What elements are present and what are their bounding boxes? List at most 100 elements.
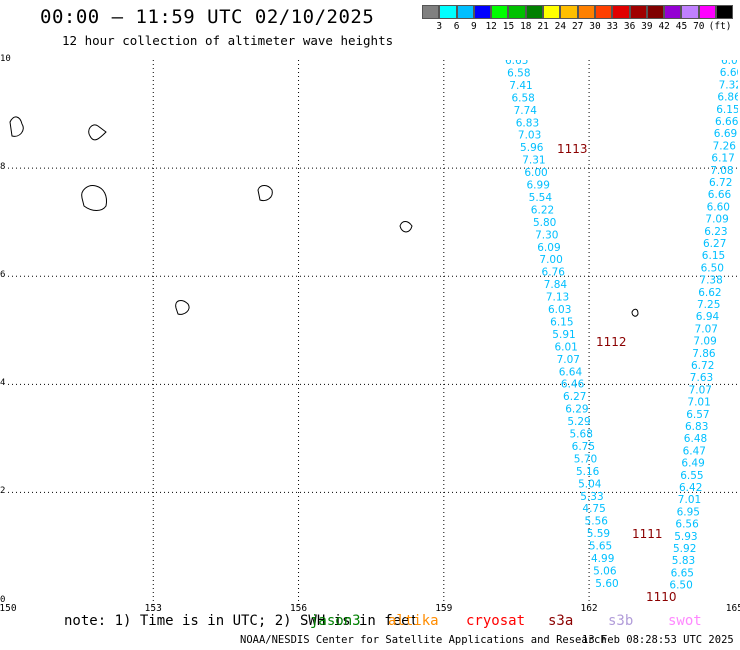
color-swatch bbox=[716, 5, 734, 19]
wave-height-value: 6.65 bbox=[505, 60, 528, 67]
x-axis-tick-label: 162 bbox=[580, 603, 598, 614]
color-scale-label: 24 bbox=[554, 21, 567, 32]
wave-height-value: 6.83 bbox=[516, 117, 539, 129]
y-axis-tick-label: 10 bbox=[0, 54, 11, 64]
wave-height-value: 7.01 bbox=[687, 397, 710, 409]
wave-height-value: 6.29 bbox=[565, 404, 588, 416]
color-swatch bbox=[681, 5, 699, 19]
wave-height-value: 7.84 bbox=[544, 279, 568, 291]
wave-height-value: 7.13 bbox=[546, 292, 569, 304]
wave-height-value: 7.86 bbox=[692, 348, 716, 360]
wave-height-value: 6.50 bbox=[669, 580, 692, 592]
track-ids: 1113 1112 1111 1110 bbox=[557, 142, 677, 604]
color-scale-label: 9 bbox=[471, 21, 477, 32]
satellite-legend-swot: swot bbox=[668, 613, 702, 629]
x-axis-tick-label: 159 bbox=[435, 603, 453, 614]
island-outlines bbox=[9, 116, 639, 317]
wave-height-value: 5.29 bbox=[567, 416, 590, 428]
wave-height-value: 6.57 bbox=[686, 409, 709, 421]
wave-height-value: 7.41 bbox=[509, 80, 532, 92]
wave-height-value: 6.17 bbox=[711, 153, 734, 165]
color-scale-unit: (ft) bbox=[708, 21, 732, 32]
y-axis-tick-label: 8 bbox=[0, 162, 6, 173]
wave-height-value: 6.22 bbox=[531, 204, 554, 216]
wave-height-value: 6.09 bbox=[537, 242, 560, 254]
wave-height-value: 6.60 bbox=[707, 201, 730, 213]
x-axis-tick-label: 150 bbox=[0, 603, 17, 614]
color-scale-label: 12 bbox=[485, 21, 497, 32]
wave-height-value: 5.92 bbox=[673, 543, 696, 555]
wave-height-value: 6.83 bbox=[685, 421, 708, 433]
color-scale-label: 6 bbox=[453, 21, 460, 32]
color-scale-swatches bbox=[422, 5, 734, 19]
wave-height-value: 6.62 bbox=[698, 287, 721, 299]
wave-height-value: 4.99 bbox=[591, 553, 614, 565]
color-swatch bbox=[491, 5, 509, 19]
island-outline bbox=[257, 185, 273, 201]
wave-height-value: 5.33 bbox=[580, 491, 603, 503]
wave-height-value: 5.91 bbox=[552, 329, 575, 341]
island-outline bbox=[88, 124, 107, 141]
color-swatch bbox=[508, 5, 526, 19]
track-id-label: 1113 bbox=[557, 142, 588, 156]
wave-height-value: 6.76 bbox=[542, 267, 566, 279]
color-swatch bbox=[577, 5, 595, 19]
wave-height-value: 7.32 bbox=[719, 79, 738, 91]
color-scale-label: 33 bbox=[606, 21, 619, 32]
wave-height-value: 5.59 bbox=[587, 528, 610, 540]
wave-height-value: 6.75 bbox=[572, 441, 595, 453]
wave-height-value: 7.74 bbox=[514, 105, 538, 117]
grid-lines bbox=[8, 60, 738, 606]
wave-height-value: 7.25 bbox=[697, 299, 720, 311]
color-swatch bbox=[543, 5, 561, 19]
generated-timestamp: 13 Feb 08:28:53 UTC 2025 bbox=[582, 634, 734, 646]
wave-height-value: 6.27 bbox=[703, 238, 726, 250]
map-subtitle: 12 hour collection of altimeter wave hei… bbox=[62, 33, 394, 48]
color-swatch bbox=[422, 5, 440, 19]
color-scale-label: 21 bbox=[537, 21, 549, 32]
island-outline bbox=[631, 308, 639, 317]
wave-height-value: 7.09 bbox=[705, 214, 728, 226]
wave-height-value: 6.72 bbox=[709, 177, 732, 189]
color-swatch bbox=[525, 5, 544, 19]
wave-height-value: 5.70 bbox=[574, 453, 597, 465]
wave-height-value: 6.95 bbox=[677, 506, 700, 518]
wave-height-value: 6.47 bbox=[683, 445, 706, 457]
island-outline bbox=[175, 300, 190, 315]
wave-height-value: 6.15 bbox=[702, 250, 725, 262]
wave-height-value: 4.75 bbox=[582, 503, 605, 515]
wave-height-value: 6.01 bbox=[554, 341, 577, 353]
color-swatch bbox=[456, 5, 474, 19]
wave-height-value: 6.64 bbox=[559, 366, 583, 378]
wave-height-value: 7.07 bbox=[695, 323, 718, 335]
color-scale-label: 45 bbox=[675, 21, 688, 32]
wave-height-value: 6.03 bbox=[548, 304, 571, 316]
satellite-legend-altika: altika bbox=[388, 613, 439, 629]
wave-height-value: 6.66 bbox=[715, 116, 738, 128]
color-swatch bbox=[664, 5, 682, 19]
wave-height-value: 7.26 bbox=[713, 140, 737, 152]
satellite-legend-s3b: s3b bbox=[608, 613, 634, 629]
island-outline bbox=[399, 221, 413, 233]
color-swatch bbox=[594, 5, 613, 19]
wave-height-value: 5.65 bbox=[589, 541, 612, 553]
wave-height-value: 7.07 bbox=[689, 384, 712, 396]
wave-height-value: 7.31 bbox=[522, 155, 545, 167]
satellite-legend-jason3: jason3 bbox=[310, 613, 361, 629]
wave-height-value: 7.09 bbox=[693, 336, 716, 348]
track-id-label: 1112 bbox=[596, 335, 627, 349]
wave-height-value: 5.68 bbox=[570, 429, 593, 441]
color-scale-label: 15 bbox=[502, 21, 515, 32]
wave-height-value: 5.80 bbox=[533, 217, 556, 229]
color-scale-label: 3 bbox=[436, 21, 443, 32]
map-panel: 6.65 6.58 7.41 6.58 7.74 6.83 7.03 5.96 7.31 6.00… bbox=[8, 60, 738, 606]
color-swatch bbox=[612, 5, 630, 19]
color-swatch bbox=[698, 5, 717, 19]
wave-height-value: 6.48 bbox=[684, 433, 707, 445]
satellite-legend-s3a: s3a bbox=[548, 613, 574, 629]
wave-height-value: 6.03 bbox=[721, 60, 738, 67]
y-axis-tick-label: 6 bbox=[0, 270, 6, 281]
wave-height-value: 5.04 bbox=[578, 478, 602, 490]
wave-height-value: 6.56 bbox=[675, 519, 699, 531]
wave-height-value: 7.30 bbox=[535, 229, 558, 241]
